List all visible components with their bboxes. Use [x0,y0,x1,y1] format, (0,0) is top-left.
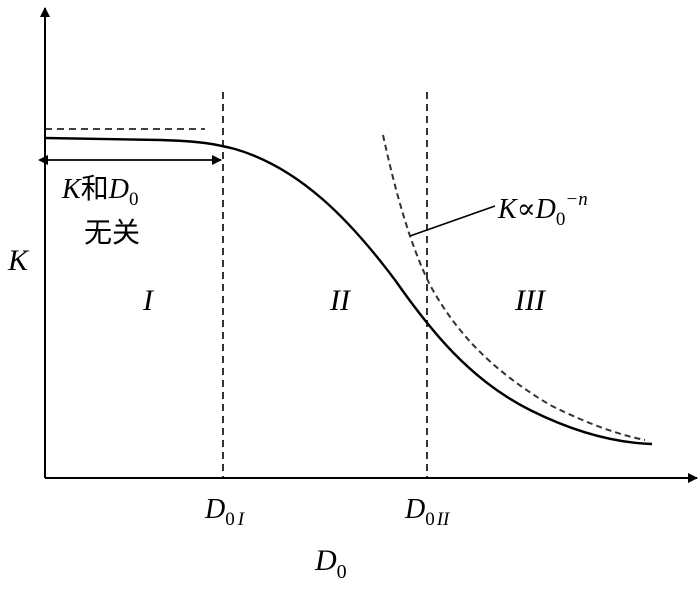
label-base: D [314,544,337,577]
ann-part: D [535,194,556,225]
ann-part: 和 [81,173,109,205]
label-roman: II [436,509,451,530]
annotation: K∝D0−n [497,189,588,230]
ann-part: −n [565,189,587,210]
label-sub: 0 [425,509,435,530]
power-law-curve [382,134,646,441]
label-roman: I [237,509,246,530]
leader-line [409,205,496,237]
x-axis-label: D0 [314,544,347,583]
annotation: 无关 [84,217,140,249]
ann-part: 0 [129,189,139,210]
ann-part: K [61,174,82,205]
ann-part: 0 [556,209,566,230]
annotation: K和D0 [61,173,138,210]
region-label: I [142,284,155,317]
region-label: III [514,284,547,317]
y-axis-label: K [7,244,30,277]
ann-part: D [108,174,129,205]
ann-part: K [497,194,518,225]
marker-label: D0 I [204,494,246,530]
ann-part: ∝ [517,194,536,225]
region-label: II [329,284,352,317]
k-curve [44,136,653,446]
label-base: D [404,494,425,525]
label-sub: 0 [225,509,235,530]
label-sub: 0 [337,561,347,583]
marker-label: D0 II [404,494,451,530]
label-base: D [204,494,225,525]
